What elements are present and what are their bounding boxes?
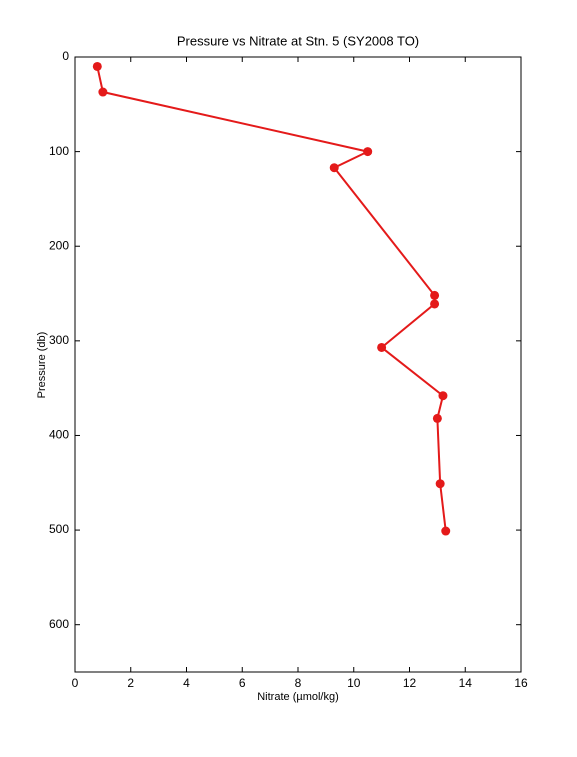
x-tick-label: 2	[127, 676, 134, 690]
x-tick-label: 0	[72, 676, 79, 690]
x-tick-label: 8	[295, 676, 302, 690]
data-point	[92, 61, 102, 71]
data-point	[430, 299, 440, 309]
x-axis-label: Nitrate (µmol/kg)	[257, 691, 339, 703]
x-tick-label: 16	[514, 676, 528, 690]
x-tick-label: 6	[239, 676, 246, 690]
x-tick-label: 12	[403, 676, 417, 690]
y-tick-label: 200	[49, 238, 69, 252]
y-tick-label: 600	[49, 617, 69, 631]
data-point	[377, 342, 387, 352]
data-point	[441, 526, 451, 536]
data-point	[438, 391, 448, 401]
y-tick-label: 0	[62, 49, 69, 63]
chart-title: Pressure vs Nitrate at Stn. 5 (SY2008 TO…	[177, 33, 419, 48]
x-tick-label: 4	[183, 676, 190, 690]
y-tick-label: 300	[49, 333, 69, 347]
x-tick-label: 10	[347, 676, 361, 690]
x-tick-label: 14	[459, 676, 473, 690]
data-point	[98, 87, 108, 97]
data-point	[435, 479, 445, 489]
y-tick-label: 500	[49, 522, 69, 536]
y-axis-label: Pressure (db)	[36, 332, 48, 399]
data-point	[430, 290, 440, 300]
data-point	[363, 147, 373, 157]
y-tick-label: 100	[49, 144, 69, 158]
data-point	[329, 163, 339, 173]
data-point	[432, 413, 442, 423]
y-tick-label: 400	[49, 428, 69, 442]
